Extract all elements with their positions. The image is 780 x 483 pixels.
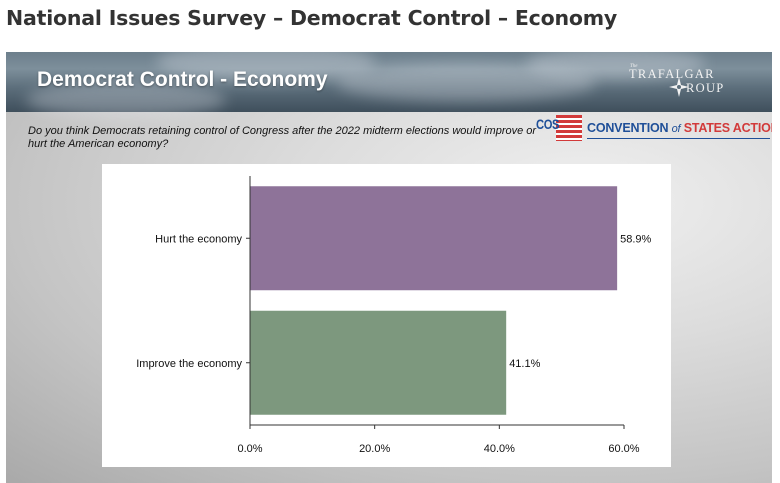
data-label-1: 41.1% [509,358,540,370]
y-tick-label-0: Hurt the economy [155,233,242,245]
survey-question: Do you think Democrats retaining control… [28,125,537,150]
convention-of-states-action-logo: COS CONVENTION of STATES ACTION [535,114,772,144]
trafalgar-group-logo: The TRAFALGAR ROUP [624,62,744,104]
y-tick-label-1: Improve the economy [136,358,242,370]
page-title: National Issues Survey – Democrat Contro… [6,6,618,30]
x-tick-label-2: 40.0% [484,443,515,455]
bar-1 [250,310,507,415]
x-tick-label-3: 60.0% [608,443,639,455]
bar-chart: Hurt the economy 58.9% Improve the economy… [136,176,652,455]
data-label-0: 58.9% [620,233,651,245]
compass-icon [669,77,689,97]
presentation-slide: Democrat Control - Economy The TRAFALGAR… [6,52,772,483]
bar-0 [250,186,618,291]
x-tick-label-1: 20.0% [359,443,390,455]
x-tick-label-0: 0.0% [237,443,262,455]
flag-stripes-icon [556,115,582,141]
chart-area: Hurt the economy 58.9% Improve the economy… [102,164,671,467]
banner-title: Democrat Control - Economy [37,68,328,91]
slide-banner: Democrat Control - Economy The TRAFALGAR… [6,52,772,118]
